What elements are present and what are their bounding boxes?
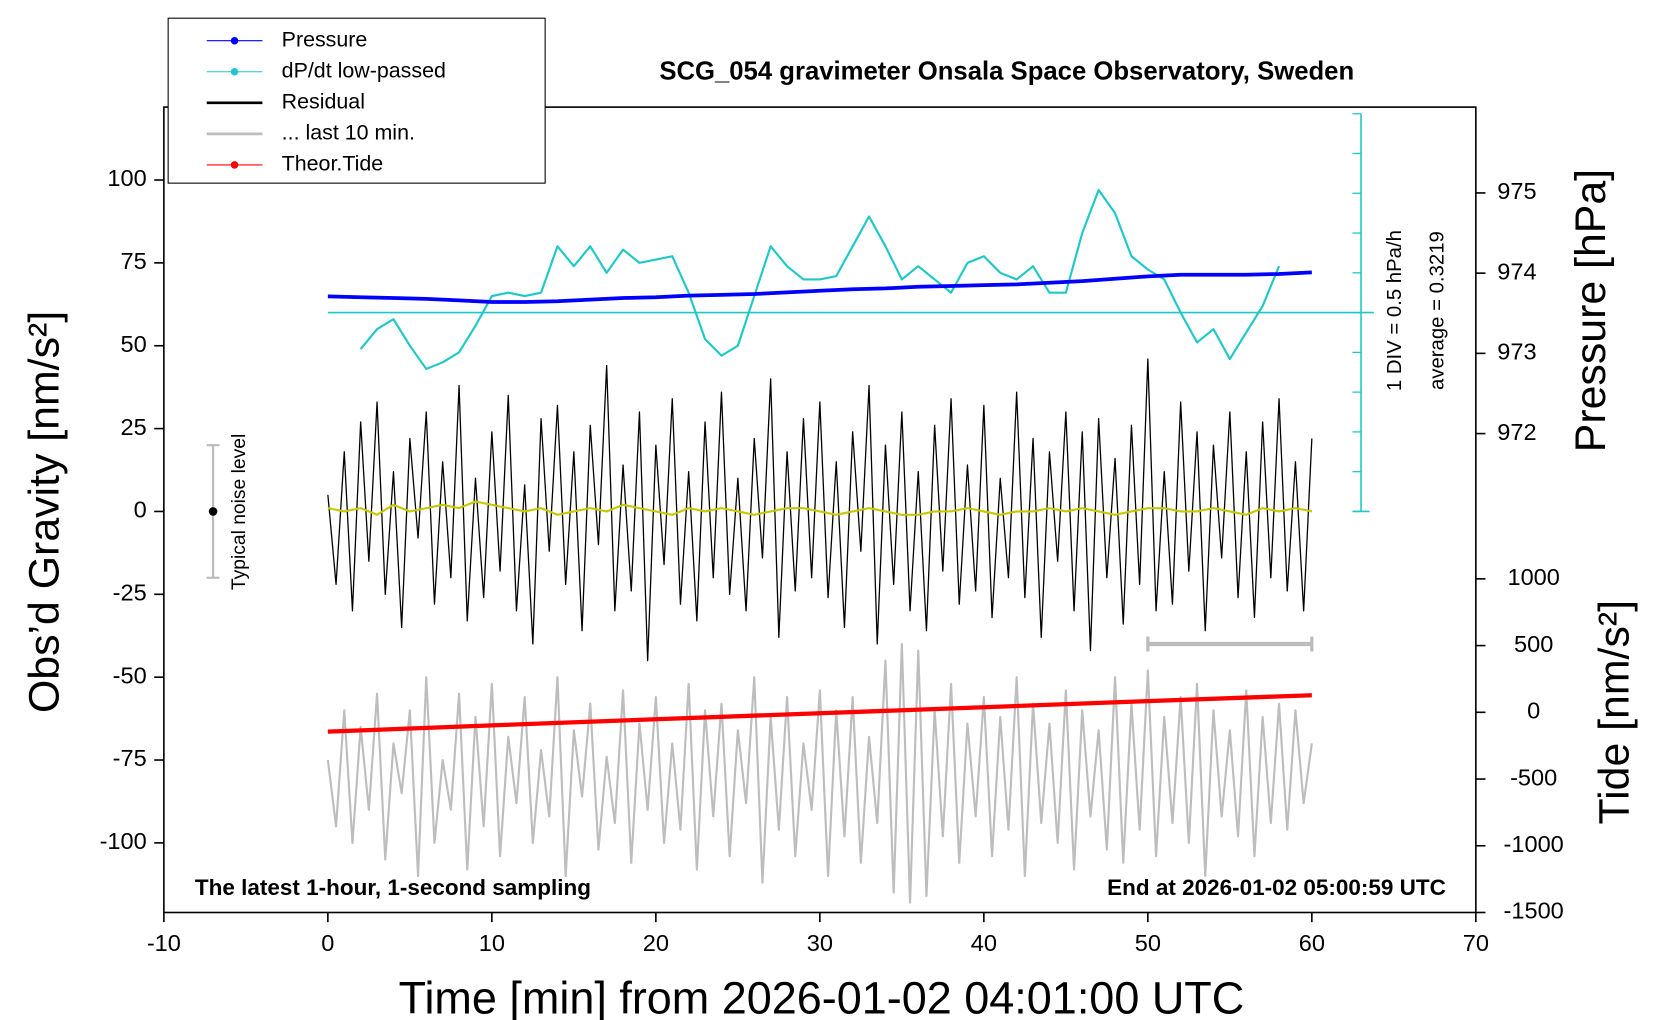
chart-title: SCG_054 gravimeter Onsala Space Observat…	[659, 58, 1354, 86]
y3-tick-label: -1000	[1504, 831, 1564, 857]
series-line	[327, 500, 1313, 516]
legend: Pressure dP/dt low-passed Residual ... last…	[167, 17, 546, 184]
y-tick-label: 50	[121, 331, 147, 357]
y3-tick-label: -500	[1510, 764, 1557, 790]
y3-tick-label: 0	[1527, 698, 1540, 724]
y3-axis-label: Tide [nm/s²]	[1591, 600, 1639, 825]
x-axis-label: Time [min] from 2026-01-02 04:01:00 UTC	[399, 972, 1245, 1020]
series-line	[327, 270, 1312, 304]
series-line	[326, 642, 1313, 904]
y-tick-label: -100	[100, 828, 147, 854]
x-tick-label: 30	[807, 930, 833, 956]
x-tick-label: 70	[1463, 930, 1489, 956]
legend-marker	[230, 161, 239, 169]
y2-tick-label: 973	[1497, 339, 1536, 365]
x-tick-label: 20	[643, 930, 669, 956]
annotation: 1 DIV = 0.5 hPa/h	[1384, 230, 1406, 391]
y-tick-label: 0	[134, 497, 147, 523]
x-tick-label: -10	[147, 930, 181, 956]
note: The latest 1-hour, 1-second sampling	[195, 875, 591, 900]
x-tick-label: 50	[1135, 930, 1161, 956]
y-tick-label: -25	[113, 580, 147, 606]
legend-marker	[230, 36, 239, 45]
noise-dot	[208, 507, 218, 516]
y2-tick-label: 975	[1497, 178, 1536, 204]
y-tick-label: 100	[107, 165, 146, 191]
annotation: average = 0.3219	[1427, 231, 1449, 390]
y3-tick-label: 1000	[1507, 564, 1559, 590]
legend-label: ... last 10 min.	[282, 121, 415, 145]
y-tick-label: 75	[121, 248, 147, 274]
y3-tick-label: -1500	[1504, 898, 1564, 924]
y2-tick-label: 974	[1497, 258, 1536, 284]
y-tick-label: -75	[113, 745, 147, 771]
x-tick-label: 40	[971, 930, 997, 956]
legend-label: Residual	[282, 89, 365, 113]
series-line	[359, 188, 1281, 371]
y-tick-label: 25	[121, 414, 147, 440]
y2-axis-label: Pressure [hPa]	[1567, 169, 1615, 452]
annotation: Typical noise level	[229, 434, 250, 590]
x-tick-label: 10	[479, 930, 505, 956]
legend-label: Pressure	[282, 27, 368, 51]
x-tick-label: 0	[321, 930, 334, 956]
y-tick-label: -50	[113, 662, 147, 688]
series-line	[327, 693, 1312, 734]
legend-label: Theor.Tide	[282, 152, 384, 176]
y2-tick-label: 972	[1497, 419, 1536, 445]
legend-label: dP/dt low-passed	[282, 58, 446, 82]
x-tick-label: 60	[1299, 930, 1325, 956]
legend-marker	[230, 68, 239, 76]
y-axis-label: Obs’d Gravity [nm/s²]	[20, 311, 68, 713]
plot-area	[326, 113, 1374, 904]
series-line	[327, 358, 1313, 662]
legend-box	[167, 17, 546, 184]
note: End at 2026-01-02 05:00:59 UTC	[1107, 875, 1446, 900]
y3-tick-label: 500	[1514, 631, 1553, 657]
